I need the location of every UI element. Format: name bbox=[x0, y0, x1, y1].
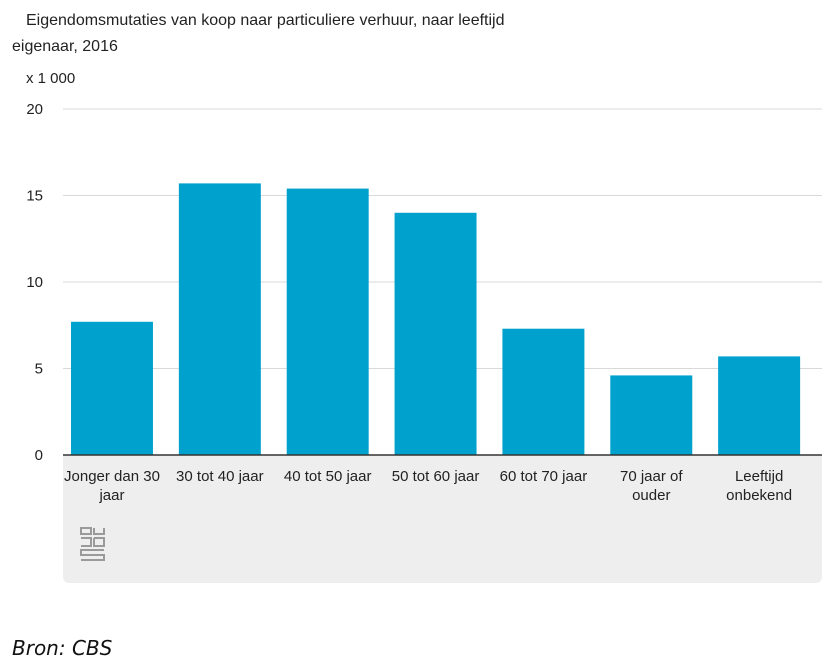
y-unit-label: x 1 000 bbox=[26, 70, 76, 87]
source-note: Bron: CBS bbox=[12, 636, 113, 660]
x-tick-label: jaar bbox=[98, 487, 124, 504]
x-tick-label: 30 tot 40 jaar bbox=[176, 468, 264, 485]
x-axis-panel bbox=[63, 455, 822, 583]
x-tick-label: Jonger dan 30 bbox=[64, 468, 160, 485]
x-tick-label: Leeftijd bbox=[735, 468, 783, 485]
bar bbox=[394, 212, 477, 455]
bar bbox=[71, 321, 153, 455]
bar bbox=[286, 188, 369, 455]
x-tick-label: onbekend bbox=[726, 487, 792, 504]
y-tick-label: 20 bbox=[26, 101, 43, 118]
y-tick-label: 10 bbox=[26, 274, 43, 291]
x-tick-label: 40 tot 50 jaar bbox=[284, 468, 372, 485]
bar bbox=[178, 183, 261, 455]
x-tick-label: 60 tot 70 jaar bbox=[500, 468, 588, 485]
bar bbox=[610, 375, 693, 455]
x-tick-label: 50 tot 60 jaar bbox=[392, 468, 480, 485]
y-tick-label: 15 bbox=[26, 188, 43, 205]
bar bbox=[718, 356, 801, 455]
y-tick-label: 0 bbox=[35, 447, 43, 464]
bar bbox=[502, 328, 585, 455]
cbs-logo-icon bbox=[80, 527, 106, 570]
x-tick-label: ouder bbox=[632, 487, 670, 504]
chart-title: Eigendomsmutaties van koop naar particul… bbox=[12, 12, 505, 55]
y-tick-label: 5 bbox=[35, 361, 43, 378]
x-tick-label: 70 jaar of bbox=[620, 468, 683, 485]
